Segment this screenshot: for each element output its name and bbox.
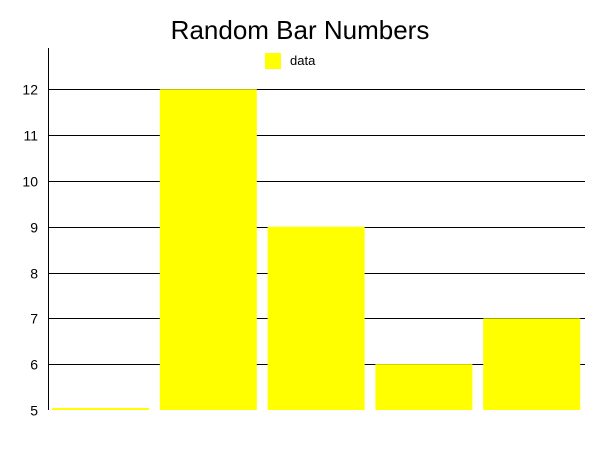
y-tick-label: 9 [30,220,38,236]
y-tick-label: 8 [30,266,38,282]
chart-title: Random Bar Numbers [171,15,430,45]
y-tick-labels: 5 6 7 8 9 10 11 12 [22,82,38,419]
y-tick-label: 7 [30,311,38,327]
bar [159,89,257,410]
bar [52,408,150,410]
y-tick-label: 11 [23,128,38,144]
y-tick-label: 5 [30,403,38,419]
y-tick-label: 6 [30,357,38,373]
legend-swatch [265,53,281,69]
y-tick-label: 12 [22,82,38,98]
legend-label: data [290,53,316,68]
bar [483,318,581,410]
y-tick-label: 10 [22,174,38,190]
bar [267,226,365,410]
legend: data [265,53,316,69]
bar [375,364,473,410]
bars [52,89,581,410]
